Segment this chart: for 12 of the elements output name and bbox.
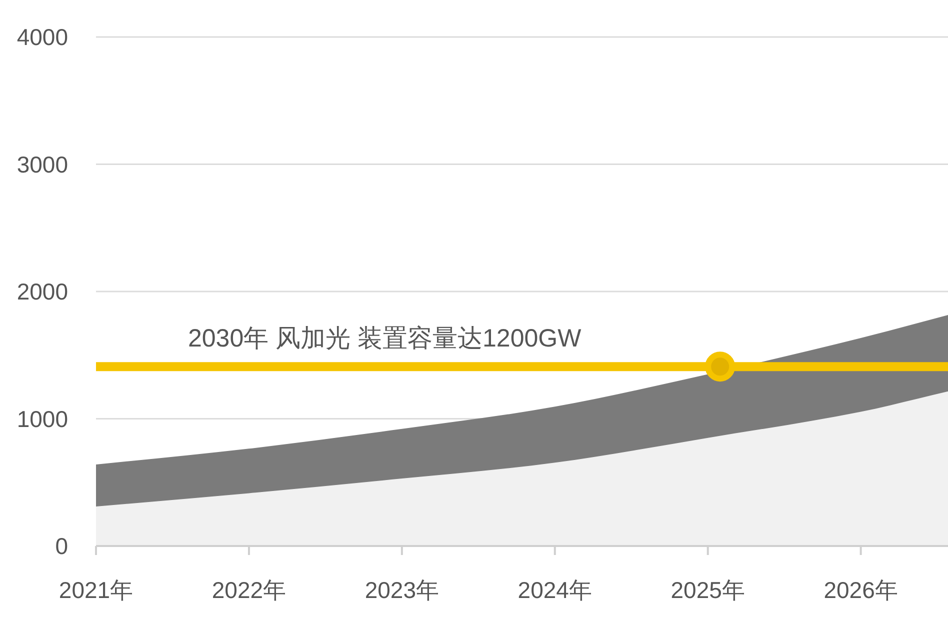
y-tick-label: 3000 bbox=[16, 151, 68, 178]
y-tick-label: 1000 bbox=[16, 406, 68, 432]
x-tick-label: 2025年 bbox=[670, 577, 745, 603]
ref-line-label: 2030年 风加光 装置容量达1200GW bbox=[188, 324, 582, 353]
x-tick-label: 2022年 bbox=[212, 577, 286, 603]
x-tick-label: 2021年 bbox=[58, 577, 134, 603]
x-tick-label: 2026年 bbox=[824, 577, 898, 603]
x-tick-label: 2024年 bbox=[518, 577, 592, 603]
x-tick-label: 2023年 bbox=[364, 577, 440, 603]
y-tick-label: 4000 bbox=[16, 24, 68, 50]
y-tick-label: 2000 bbox=[16, 278, 68, 304]
y-tick-label: 0 bbox=[55, 533, 68, 559]
